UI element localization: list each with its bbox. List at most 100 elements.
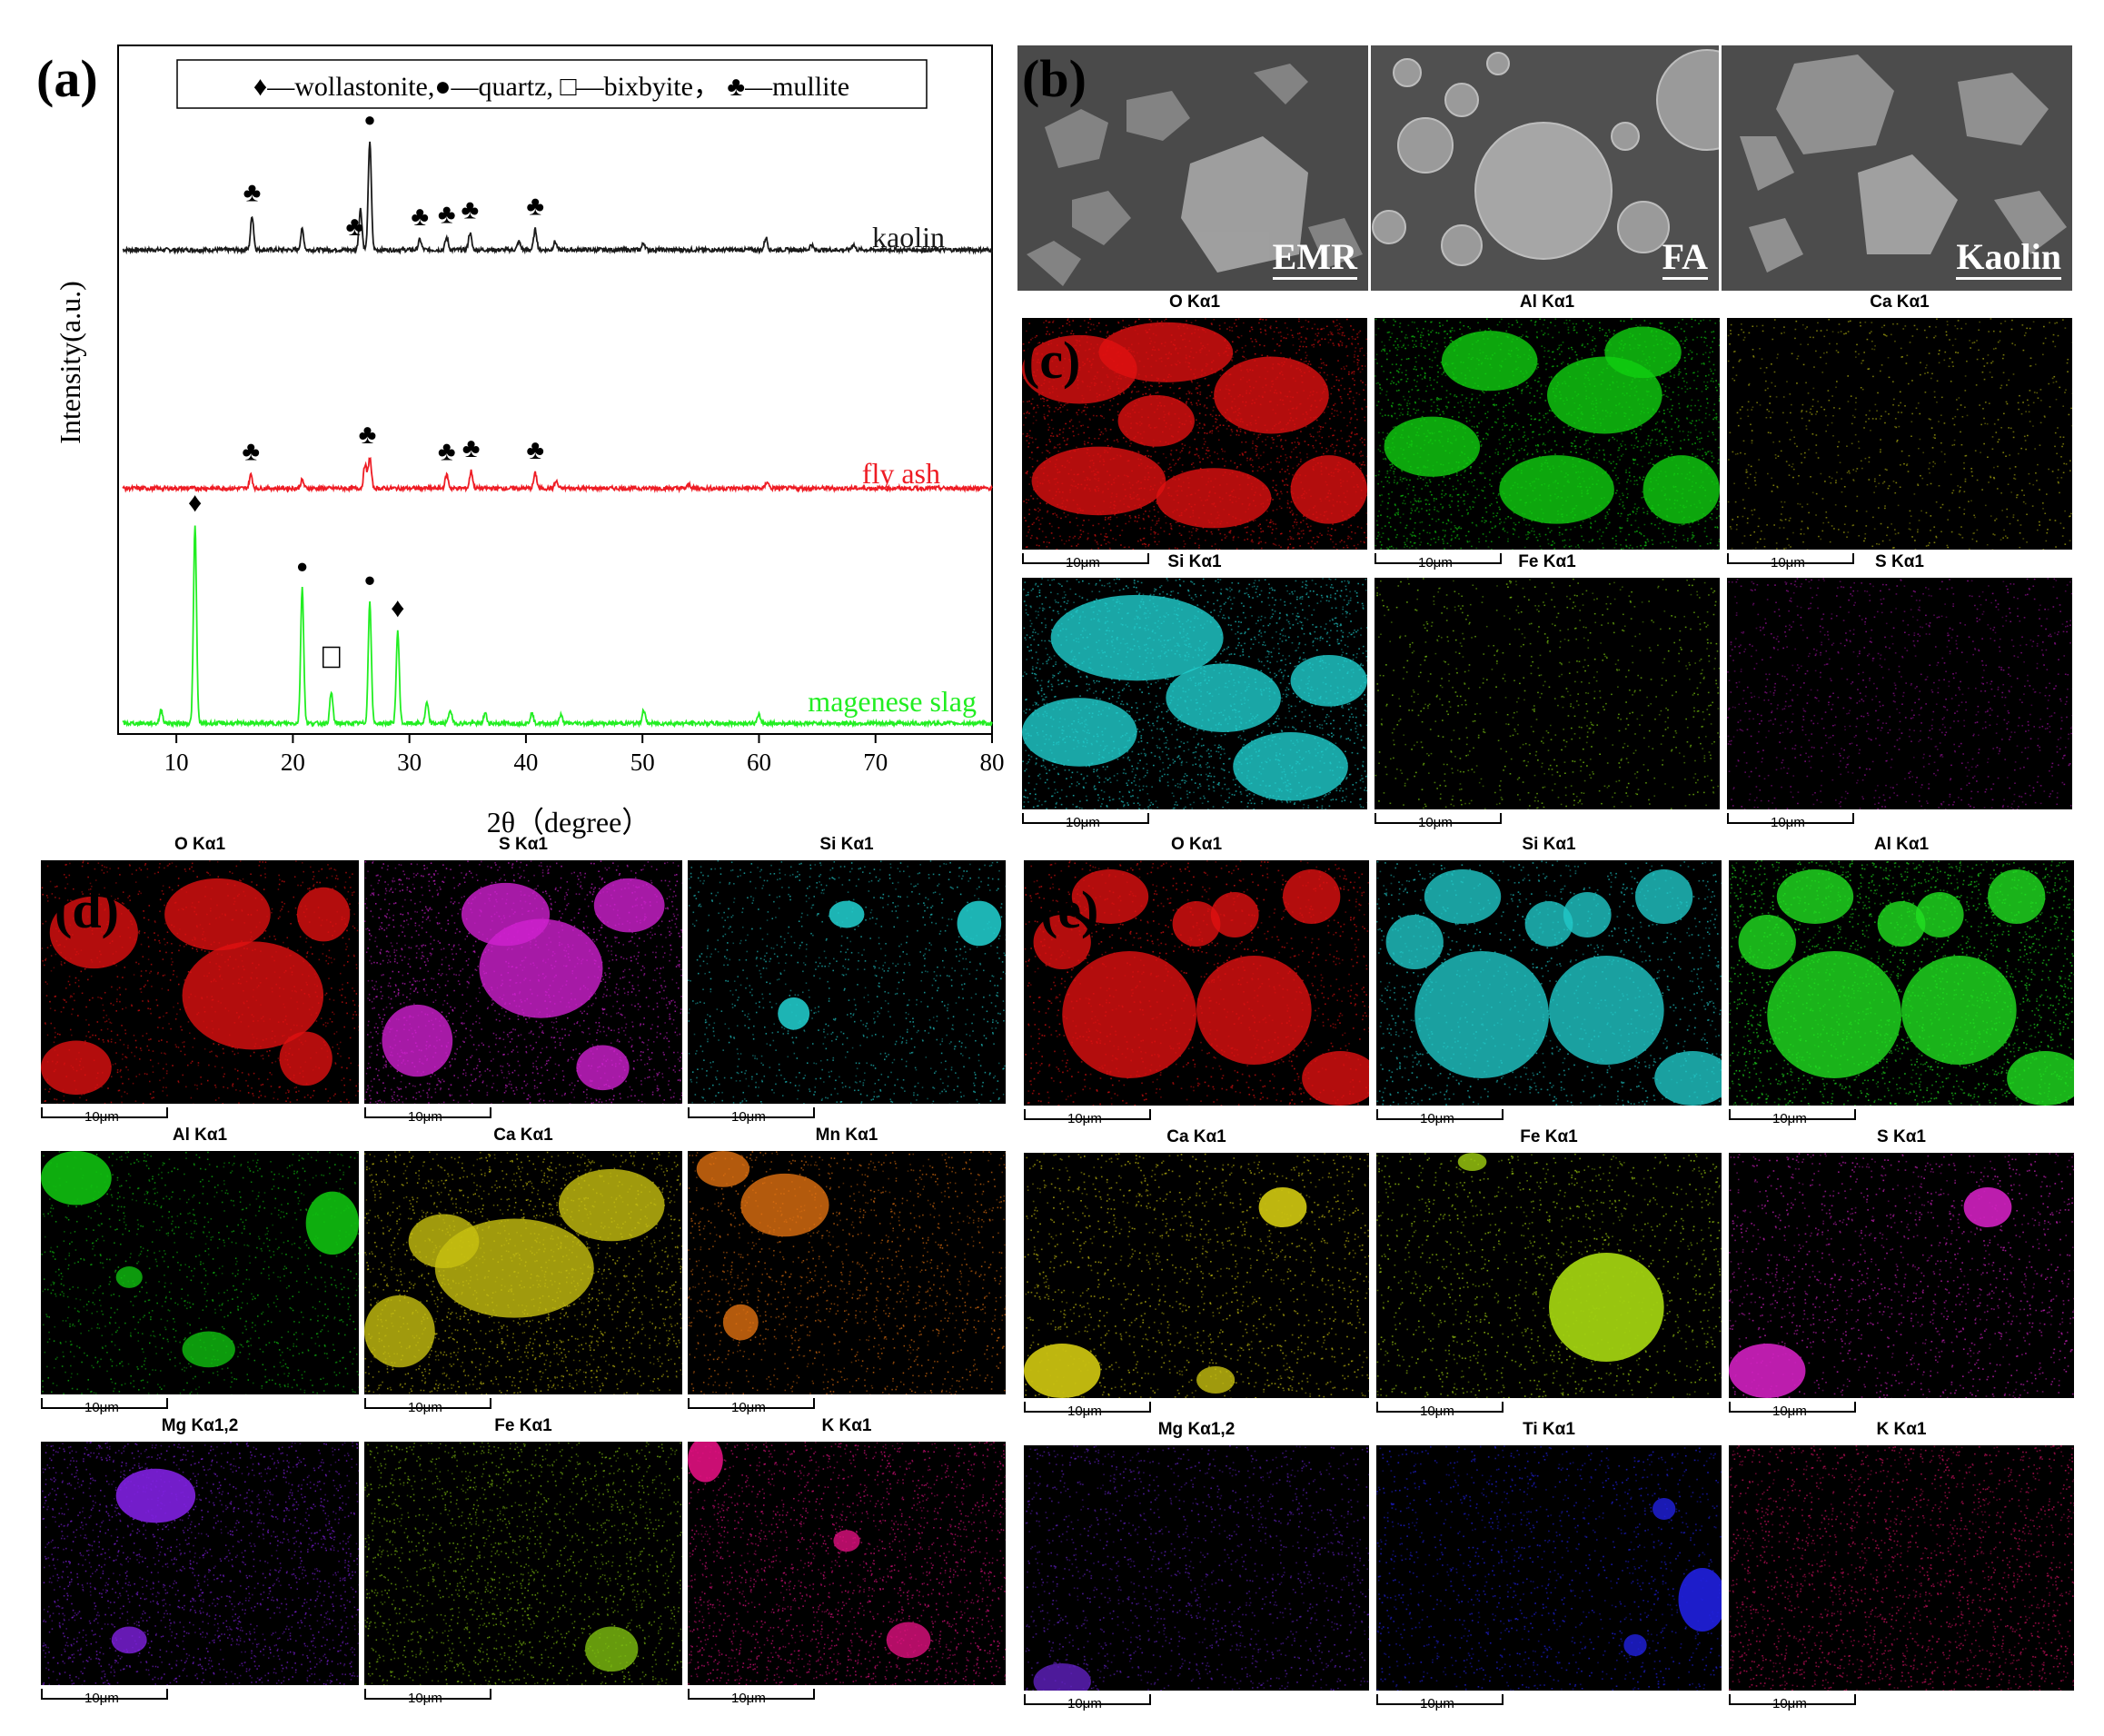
scale-bar-text: 10μm [1066,815,1100,830]
peak-marker-quartz: ● [363,108,375,131]
scale-bar-line [41,1107,168,1118]
scale-bar-text: 10μm [1420,1696,1454,1711]
scale-bar-line [1022,813,1149,824]
eds-map-texture [688,860,1006,1104]
series-label-kaolin: kaolin [872,221,945,253]
eds-map-texture [364,860,682,1104]
eds-map-tile [1375,578,1720,809]
scale-bar-line [1022,553,1149,564]
eds-map-label: Ca Kα1 [1727,293,2072,312]
eds-map-texture [1025,1445,1369,1691]
scale-bar-text: 10μm [731,1109,766,1125]
eds-map-texture [41,860,359,1104]
x-tick-label: 40 [513,749,538,776]
scale-bar-text: 10μm [408,1109,442,1125]
panel-b-letter: (b) [1022,53,1087,105]
eds-map-texture [42,1442,359,1685]
eds-map-texture [688,1151,1006,1394]
eds-map-label: Ca Kα1 [1024,1127,1369,1147]
eds-map-tile [41,860,359,1104]
scale-bar-text: 10μm [1771,815,1805,830]
peak-marker-mullite: ♣ [526,435,544,465]
eds-map-tile [1024,1445,1369,1691]
scale-bar-line [364,1689,491,1700]
eds-map-label: S Kα1 [364,835,682,855]
scale-bar-line [1376,1694,1504,1705]
sem-label-kaolin: Kaolin [1956,237,2061,280]
eds-map-label: Al Kα1 [1375,293,1720,312]
eds-map-tile [364,1442,682,1685]
scale-bar-text: 10μm [731,1691,766,1706]
scale-bar-text: 10μm [1418,815,1453,830]
eds-map-tile [1376,860,1722,1106]
scale-bar-text: 10μm [1067,1111,1102,1126]
eds-map-texture [1022,318,1367,550]
scale-bar-text: 10μm [408,1691,442,1706]
scale-bar-text: 10μm [84,1691,119,1706]
peak-marker-quartz: ● [296,554,308,577]
eds-map-label: Ti Kα1 [1376,1420,1722,1440]
peak-marker-mullite: ♣ [359,420,377,450]
scale-bar-text: 10μm [1067,1696,1102,1711]
scale-bar-line [1729,1402,1856,1413]
scale-bar-line [688,1398,815,1409]
peak-marker-wollastonite: ♦ [391,593,404,623]
scale-bar-text: 10μm [1418,555,1453,570]
x-tick-label: 10 [164,749,189,776]
scale-bar-line [1729,1694,1856,1705]
eds-map-texture [41,1151,359,1394]
sem-label-fa: FA [1662,237,1708,280]
sem-image-emr: EMR [1017,45,1368,291]
eds-map-texture [1375,578,1720,809]
scale-bar-line [1376,1109,1504,1120]
eds-map-label: K Kα1 [1729,1420,2074,1440]
eds-map-tile [41,1151,359,1394]
peak-marker-mullite: ♣ [243,178,262,208]
scale-bar-line [688,1107,815,1118]
panel-d-letter: (d) [55,884,119,937]
scale-bar-text: 10μm [84,1109,119,1125]
eds-map-texture [1024,860,1369,1106]
peak-marker-mullite: ♣ [461,194,480,224]
x-tick-label: 50 [630,749,655,776]
panel-e-letter: (e) [1040,884,1098,937]
eds-map-tile [1729,1445,2074,1691]
peak-marker-mullite: ♣ [526,192,544,222]
eds-map-tile [41,1442,359,1685]
eds-map-label: O Kα1 [1024,835,1369,855]
eds-map-label: Si Kα1 [688,835,1006,855]
eds-map-tile [364,1151,682,1394]
peak-marker-mullite: ♣ [438,437,456,467]
peak-marker-mullite: ♣ [462,433,481,463]
series-label-fly-ash: fly ash [862,457,940,490]
x-tick-label: 80 [980,749,1005,776]
legend-text: ♦—wollastonite,●—quartz, □—bixbyite， ♣—m… [253,72,849,102]
eds-map-texture [1729,860,2074,1106]
eds-map-label: Si Kα1 [1376,835,1722,855]
eds-map-label: S Kα1 [1727,552,2072,572]
scale-bar-line [364,1107,491,1118]
scale-bar-line [1727,813,1854,824]
scale-bar-text: 10μm [1771,555,1805,570]
scale-bar-line [1375,553,1502,564]
sem-kaolin-texture [1722,45,2072,291]
scale-bar-line [41,1689,168,1700]
x-tick-label: 20 [281,749,305,776]
eds-map-texture [1727,578,2072,809]
sem-fa-texture [1371,45,1719,291]
series-line-kaolin [122,141,993,255]
sem-image-kaolin: Kaolin [1722,45,2072,291]
sem-label-emr: EMR [1272,237,1357,280]
peak-marker-quartz: ● [363,568,375,590]
x-axis-label: 2θ（degree） [487,806,651,838]
peak-marker-mullite: ♣ [411,202,429,232]
peak-marker-wollastonite: ♦ [188,488,202,518]
peak-marker-mullite: ♣ [438,200,456,230]
scale-bar-text: 10μm [1420,1404,1454,1419]
eds-map-label: S Kα1 [1729,1127,2074,1147]
panel-c-letter: (c) [1022,334,1080,387]
eds-map-texture [1729,1445,2074,1691]
panel-a-letter: (a) [36,53,98,105]
x-tick-label: 30 [397,749,422,776]
eds-map-tile [1375,318,1720,550]
